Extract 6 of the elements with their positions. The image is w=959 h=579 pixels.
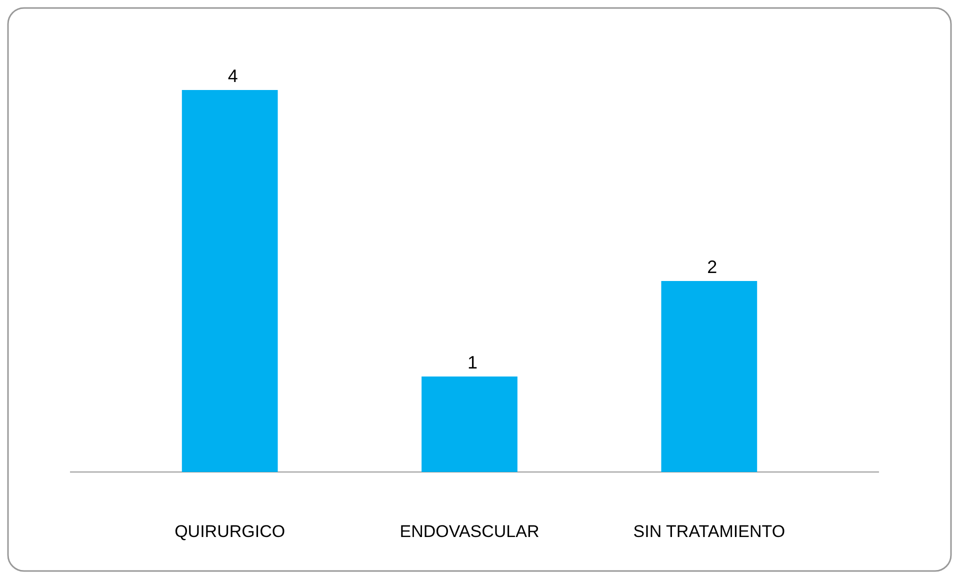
data-label: 2 — [707, 257, 718, 277]
x-tick-label: SIN TRATAMIENTO — [633, 522, 786, 541]
data-label: 1 — [467, 352, 478, 372]
x-tick-label: QUIRURGICO — [174, 522, 286, 541]
x-tick-label: ENDOVASCULAR — [400, 522, 540, 541]
data-label: 4 — [228, 66, 238, 86]
